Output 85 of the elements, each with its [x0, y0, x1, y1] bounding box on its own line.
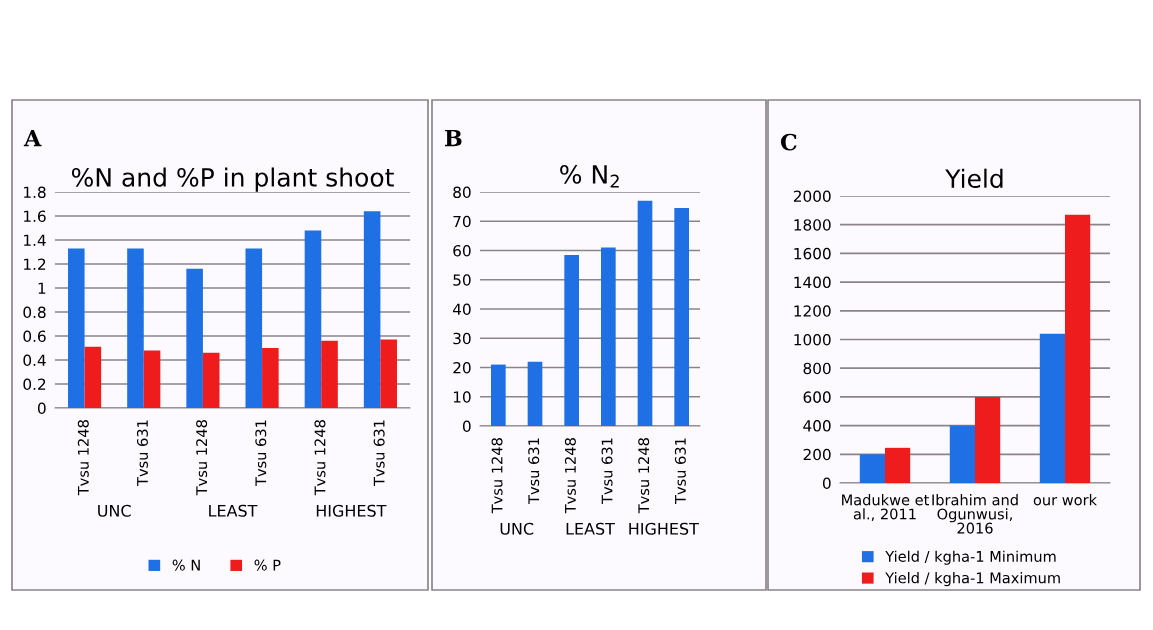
y-tick-label: 800 [803, 362, 831, 375]
x-tick-label: Tvsu 631 [255, 420, 267, 486]
bar [885, 447, 911, 483]
bar [491, 364, 506, 426]
y-tick-label: 80 [453, 186, 471, 199]
y-tick-label: 0.6 [23, 330, 46, 343]
bar [1039, 333, 1065, 483]
y-tick-label: 0 [37, 402, 46, 415]
bar [304, 230, 322, 408]
x-tick-label: Tvsu 1248 [77, 420, 89, 496]
bar [202, 352, 220, 408]
text: C [780, 133, 797, 151]
y-tick-label: 1200 [794, 305, 831, 317]
bar [127, 248, 144, 408]
x-tick-label: Tvsu 631 [136, 420, 148, 486]
y-tick-label: 1.6 [24, 210, 46, 223]
bar [245, 248, 263, 408]
bar [380, 339, 397, 408]
x-tick-label: Tvsu 631 [528, 438, 540, 504]
y-tick-label: 1400 [794, 276, 831, 289]
x-tick-label: Tvsu 631 [674, 438, 686, 504]
chart-title: Yield [945, 168, 1003, 189]
y-tick-label: 0.4 [23, 354, 46, 367]
y-tick-label: 400 [803, 420, 831, 432]
x-tick-label: Tvsu 1248 [564, 438, 576, 514]
legend-label: % P [254, 559, 281, 571]
text: A [23, 129, 42, 147]
bar [975, 396, 1001, 483]
x-tick-label: Ibrahim and Ogunwusi, 2016 [932, 494, 1018, 534]
bar [186, 268, 203, 408]
text: LEAST [209, 504, 258, 517]
text: LEAST [566, 522, 615, 535]
x-tick-label: Madukwe et al., 2011 [842, 494, 929, 521]
legend-label: % N [172, 559, 200, 571]
bar [674, 208, 689, 426]
y-tick-label: 2000 [793, 190, 831, 203]
y-tick-label: 1 [38, 282, 46, 294]
bar [859, 454, 885, 483]
text: UNC [500, 522, 534, 535]
bar [949, 425, 975, 483]
x-tick-label: Tvsu 1248 [638, 438, 650, 514]
x-tick-label: Tvsu 1248 [491, 438, 503, 514]
bar [601, 247, 616, 426]
chart-title: % N$_{2}$ [560, 164, 619, 188]
y-tick-label: 0 [462, 420, 471, 433]
text: HIGHEST [629, 522, 699, 535]
text: B [445, 129, 462, 147]
x-tick-label: Tvsu 631 [373, 420, 385, 486]
bar [363, 211, 381, 408]
y-tick-label: 1000 [794, 333, 831, 346]
bar [68, 248, 85, 408]
y-tick-label: 200 [803, 448, 831, 461]
y-tick-label: 30 [453, 332, 471, 345]
chart-title: %N and %P in plant shoot [71, 167, 394, 192]
bar [1065, 214, 1091, 483]
y-tick-label: 1800 [794, 219, 831, 231]
y-tick-label: 10 [453, 391, 471, 403]
y-tick-label: 60 [453, 244, 471, 257]
y-tick-label: 1.2 [24, 258, 46, 270]
x-tick-label: our work [1033, 494, 1097, 506]
bar [143, 350, 161, 408]
y-tick-label: 0.8 [23, 306, 46, 319]
bar [637, 200, 653, 426]
y-tick-label: 600 [803, 391, 831, 403]
y-tick-label: 0 [822, 477, 831, 490]
y-tick-label: 1600 [794, 247, 831, 260]
y-tick-label: 70 [453, 215, 471, 228]
bar [564, 254, 579, 426]
x-tick-label: Tvsu 631 [601, 438, 613, 504]
bar [527, 361, 543, 426]
bar [321, 340, 338, 408]
legend-label: Yield / kgha-1 Minimum [885, 550, 1056, 565]
y-tick-label: 1.4 [24, 234, 46, 246]
y-tick-label: 40 [452, 303, 471, 316]
bar [262, 348, 279, 408]
text: UNC [98, 504, 131, 517]
y-tick-label: 50 [453, 274, 471, 286]
text: HIGHEST [316, 504, 387, 517]
y-tick-label: 1.8 [24, 186, 46, 199]
legend-label: Yield / kgha-1 Maximum [885, 572, 1060, 587]
y-tick-label: 0.2 [23, 378, 46, 391]
x-tick-label: Tvsu 1248 [196, 420, 208, 496]
bar [84, 346, 102, 408]
y-tick-label: 20 [453, 361, 471, 374]
x-tick-label: Tvsu 1248 [314, 420, 326, 496]
